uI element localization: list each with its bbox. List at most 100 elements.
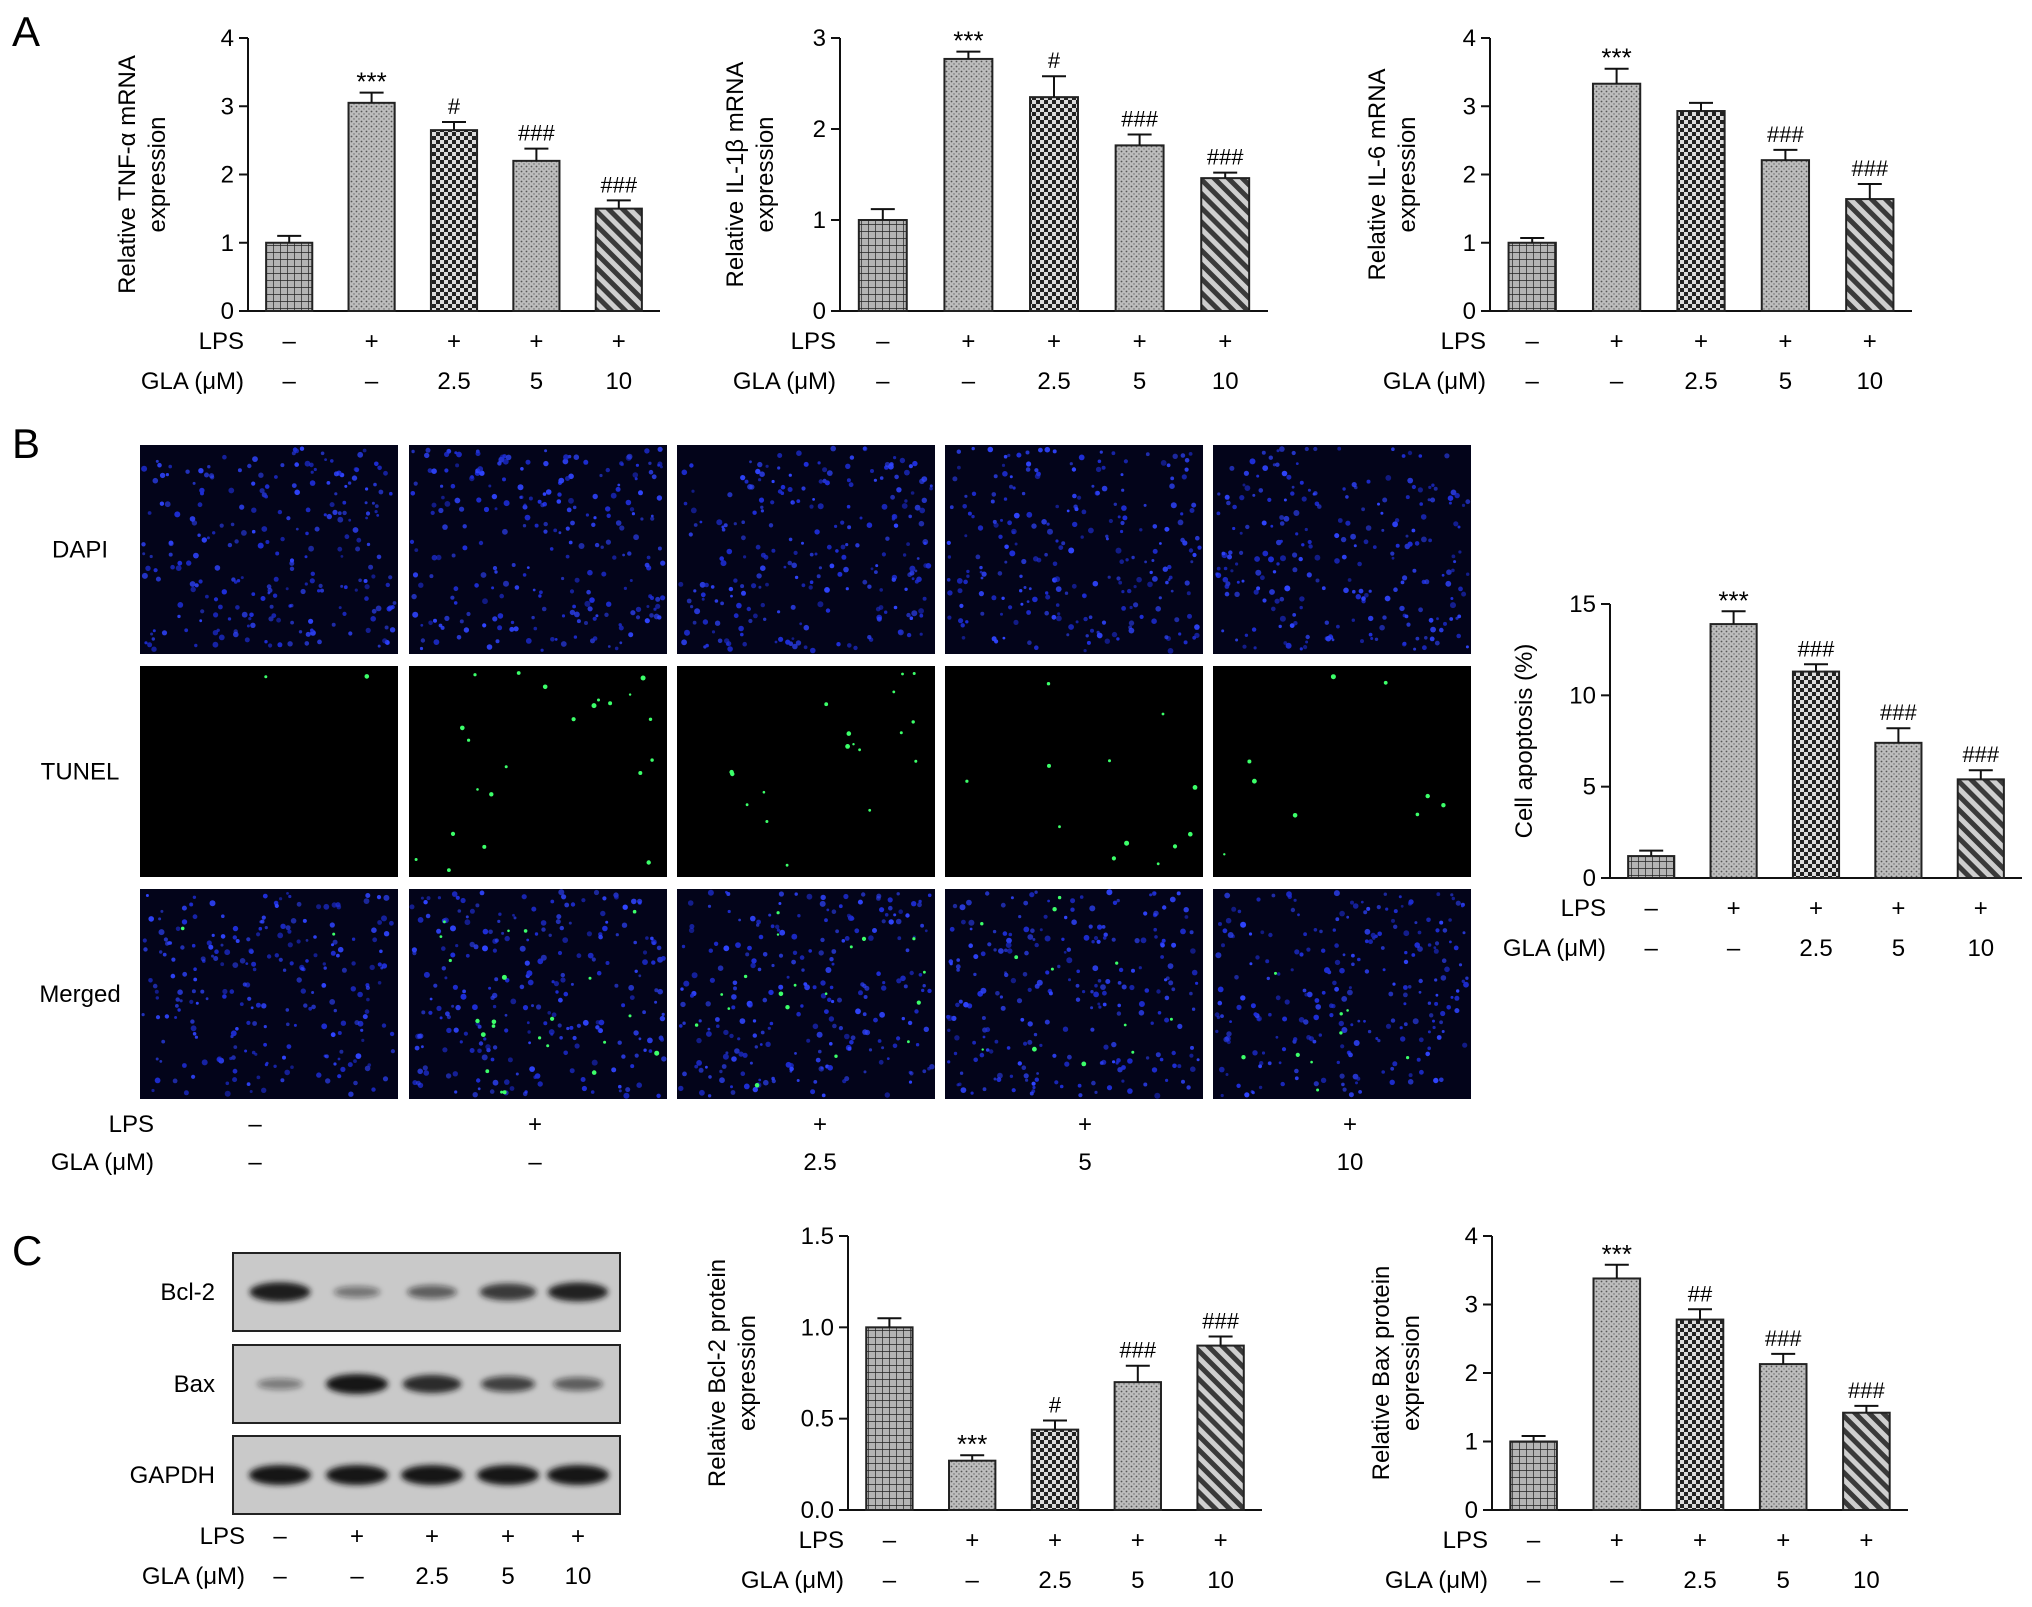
nucleus (1244, 1092, 1250, 1098)
nucleus (741, 590, 746, 596)
nucleus (803, 624, 810, 631)
nucleus (1079, 895, 1084, 899)
nucleus (626, 453, 633, 460)
nucleus (951, 1015, 957, 1022)
nucleus (1088, 527, 1094, 534)
nucleus (1036, 471, 1041, 477)
nucleus (642, 959, 648, 965)
nucleus (1332, 980, 1337, 986)
nucleus (285, 1008, 290, 1012)
nucleus (959, 603, 964, 609)
nucleus (1407, 1079, 1414, 1085)
tunel-positive-cell (332, 932, 336, 936)
nucleus (316, 1072, 322, 1078)
blot-lps-value: + (571, 1523, 585, 1550)
chart-il1b-gla-value: – (876, 368, 890, 395)
microscopy-row-label: Merged (39, 981, 120, 1008)
nucleus (1303, 645, 1308, 650)
nucleus (1167, 963, 1174, 969)
nucleus (1217, 1000, 1223, 1006)
nucleus (1341, 1082, 1345, 1087)
nucleus (1358, 1090, 1362, 1094)
tunel-positive-cell (1123, 1023, 1127, 1027)
nucleus (1229, 1020, 1232, 1023)
nucleus (707, 889, 714, 896)
nucleus (1003, 454, 1008, 459)
nucleus (733, 986, 737, 991)
chart-il6-gla-value: 10 (1856, 368, 1883, 395)
nucleus (324, 458, 327, 461)
nucleus (792, 950, 798, 955)
nucleus (905, 948, 910, 953)
nucleus (1450, 602, 1456, 609)
nucleus (375, 605, 382, 612)
nucleus (1440, 1010, 1446, 1017)
nucleus (323, 903, 330, 910)
nucleus (280, 463, 285, 468)
tunel-positive-cell (912, 672, 916, 675)
nucleus (351, 937, 356, 941)
nucleus (1336, 624, 1340, 629)
nucleus (1190, 948, 1196, 954)
nucleus (702, 619, 709, 625)
tunel-positive-cell (500, 1090, 504, 1094)
nucleus (619, 525, 625, 531)
nucleus (831, 909, 837, 914)
nucleus (829, 1042, 833, 1046)
nucleus (353, 1059, 357, 1063)
nucleus (502, 454, 507, 459)
nucleus (1282, 1016, 1288, 1022)
tunel-positive-cell (694, 1023, 699, 1027)
nucleus (1021, 491, 1026, 496)
nucleus (1009, 475, 1013, 479)
nucleus (960, 623, 965, 628)
nucleus (1180, 928, 1186, 935)
nucleus (705, 1001, 711, 1007)
tunel-positive-cell (776, 933, 780, 936)
chart-bcl2-gla-value: – (966, 1567, 980, 1594)
nucleus (914, 579, 919, 584)
nucleus (1276, 562, 1280, 566)
nucleus (747, 945, 752, 951)
nucleus (1098, 1005, 1102, 1009)
nucleus (765, 1041, 771, 1048)
nucleus (1259, 1061, 1264, 1066)
nucleus (967, 511, 972, 516)
nucleus (528, 496, 533, 501)
nucleus (1253, 1012, 1258, 1017)
nucleus (1261, 450, 1266, 455)
tunel-positive-cell (475, 1018, 480, 1024)
nucleus (419, 646, 424, 651)
nucleus (806, 1038, 811, 1043)
nucleus (621, 1054, 626, 1059)
nucleus (300, 588, 306, 595)
nucleus (771, 1079, 776, 1084)
nucleus (1119, 559, 1124, 564)
nucleus (979, 565, 983, 570)
nucleus (177, 614, 181, 619)
nucleus (573, 454, 580, 461)
nucleus (698, 1019, 702, 1023)
tunel-positive-cell (727, 1007, 731, 1010)
nucleus (305, 959, 309, 963)
nucleus (250, 1006, 254, 1010)
nucleus (1083, 616, 1088, 622)
nucleus (709, 977, 716, 983)
nucleus (1277, 972, 1281, 976)
nucleus (1121, 1079, 1125, 1083)
blot-band (402, 1374, 462, 1394)
nucleus (708, 1075, 712, 1079)
nucleus (1426, 917, 1431, 923)
nucleus (1417, 946, 1423, 952)
tunel-positive-cell (628, 1014, 632, 1018)
nucleus (845, 463, 851, 469)
nucleus (1125, 558, 1129, 562)
nucleus (635, 463, 640, 467)
nucleus (1009, 550, 1016, 557)
nucleus (1345, 520, 1351, 526)
nucleus (907, 1020, 913, 1026)
nucleus (634, 477, 638, 481)
nucleus (239, 958, 246, 964)
nucleus (321, 1023, 328, 1030)
nucleus (629, 995, 635, 1000)
